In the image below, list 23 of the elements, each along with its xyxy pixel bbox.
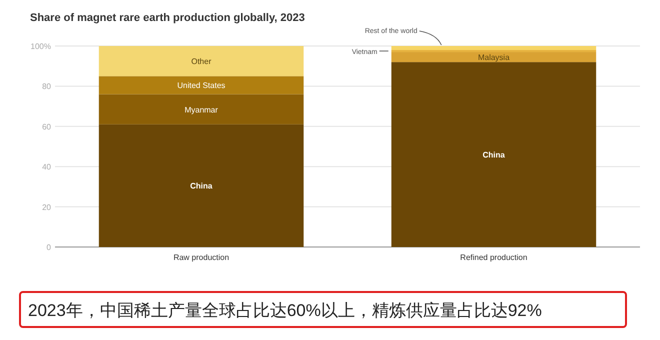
y-tick-label: 60 xyxy=(42,122,52,132)
chart-title: Share of magnet rare earth production globally, 2023 xyxy=(30,12,305,24)
y-tick-label: 100% xyxy=(30,42,51,51)
bar xyxy=(98,124,304,247)
bar xyxy=(98,46,304,76)
bar xyxy=(391,62,596,247)
series-label: Malaysia xyxy=(478,53,510,62)
bar xyxy=(98,94,304,124)
bar xyxy=(98,76,304,94)
bar xyxy=(391,46,596,50)
x-tick-label: Refined production xyxy=(460,253,528,262)
y-tick-label: 0 xyxy=(46,243,52,252)
x-tick-label: Raw production xyxy=(173,253,230,262)
series-label: Myanmar xyxy=(184,105,218,114)
y-tick-label: 40 xyxy=(42,162,52,172)
y-tick-label: 80 xyxy=(42,82,52,92)
series-label: United States xyxy=(177,81,226,90)
text: 2023年，中国稀土产量全球占比达60%以上，精炼供应量占比达92% xyxy=(28,301,542,320)
y-tick-label: 20 xyxy=(42,202,52,212)
series-label: Other xyxy=(191,57,212,66)
text: China xyxy=(482,150,505,160)
bar xyxy=(391,52,596,62)
series-label: China xyxy=(190,182,213,191)
